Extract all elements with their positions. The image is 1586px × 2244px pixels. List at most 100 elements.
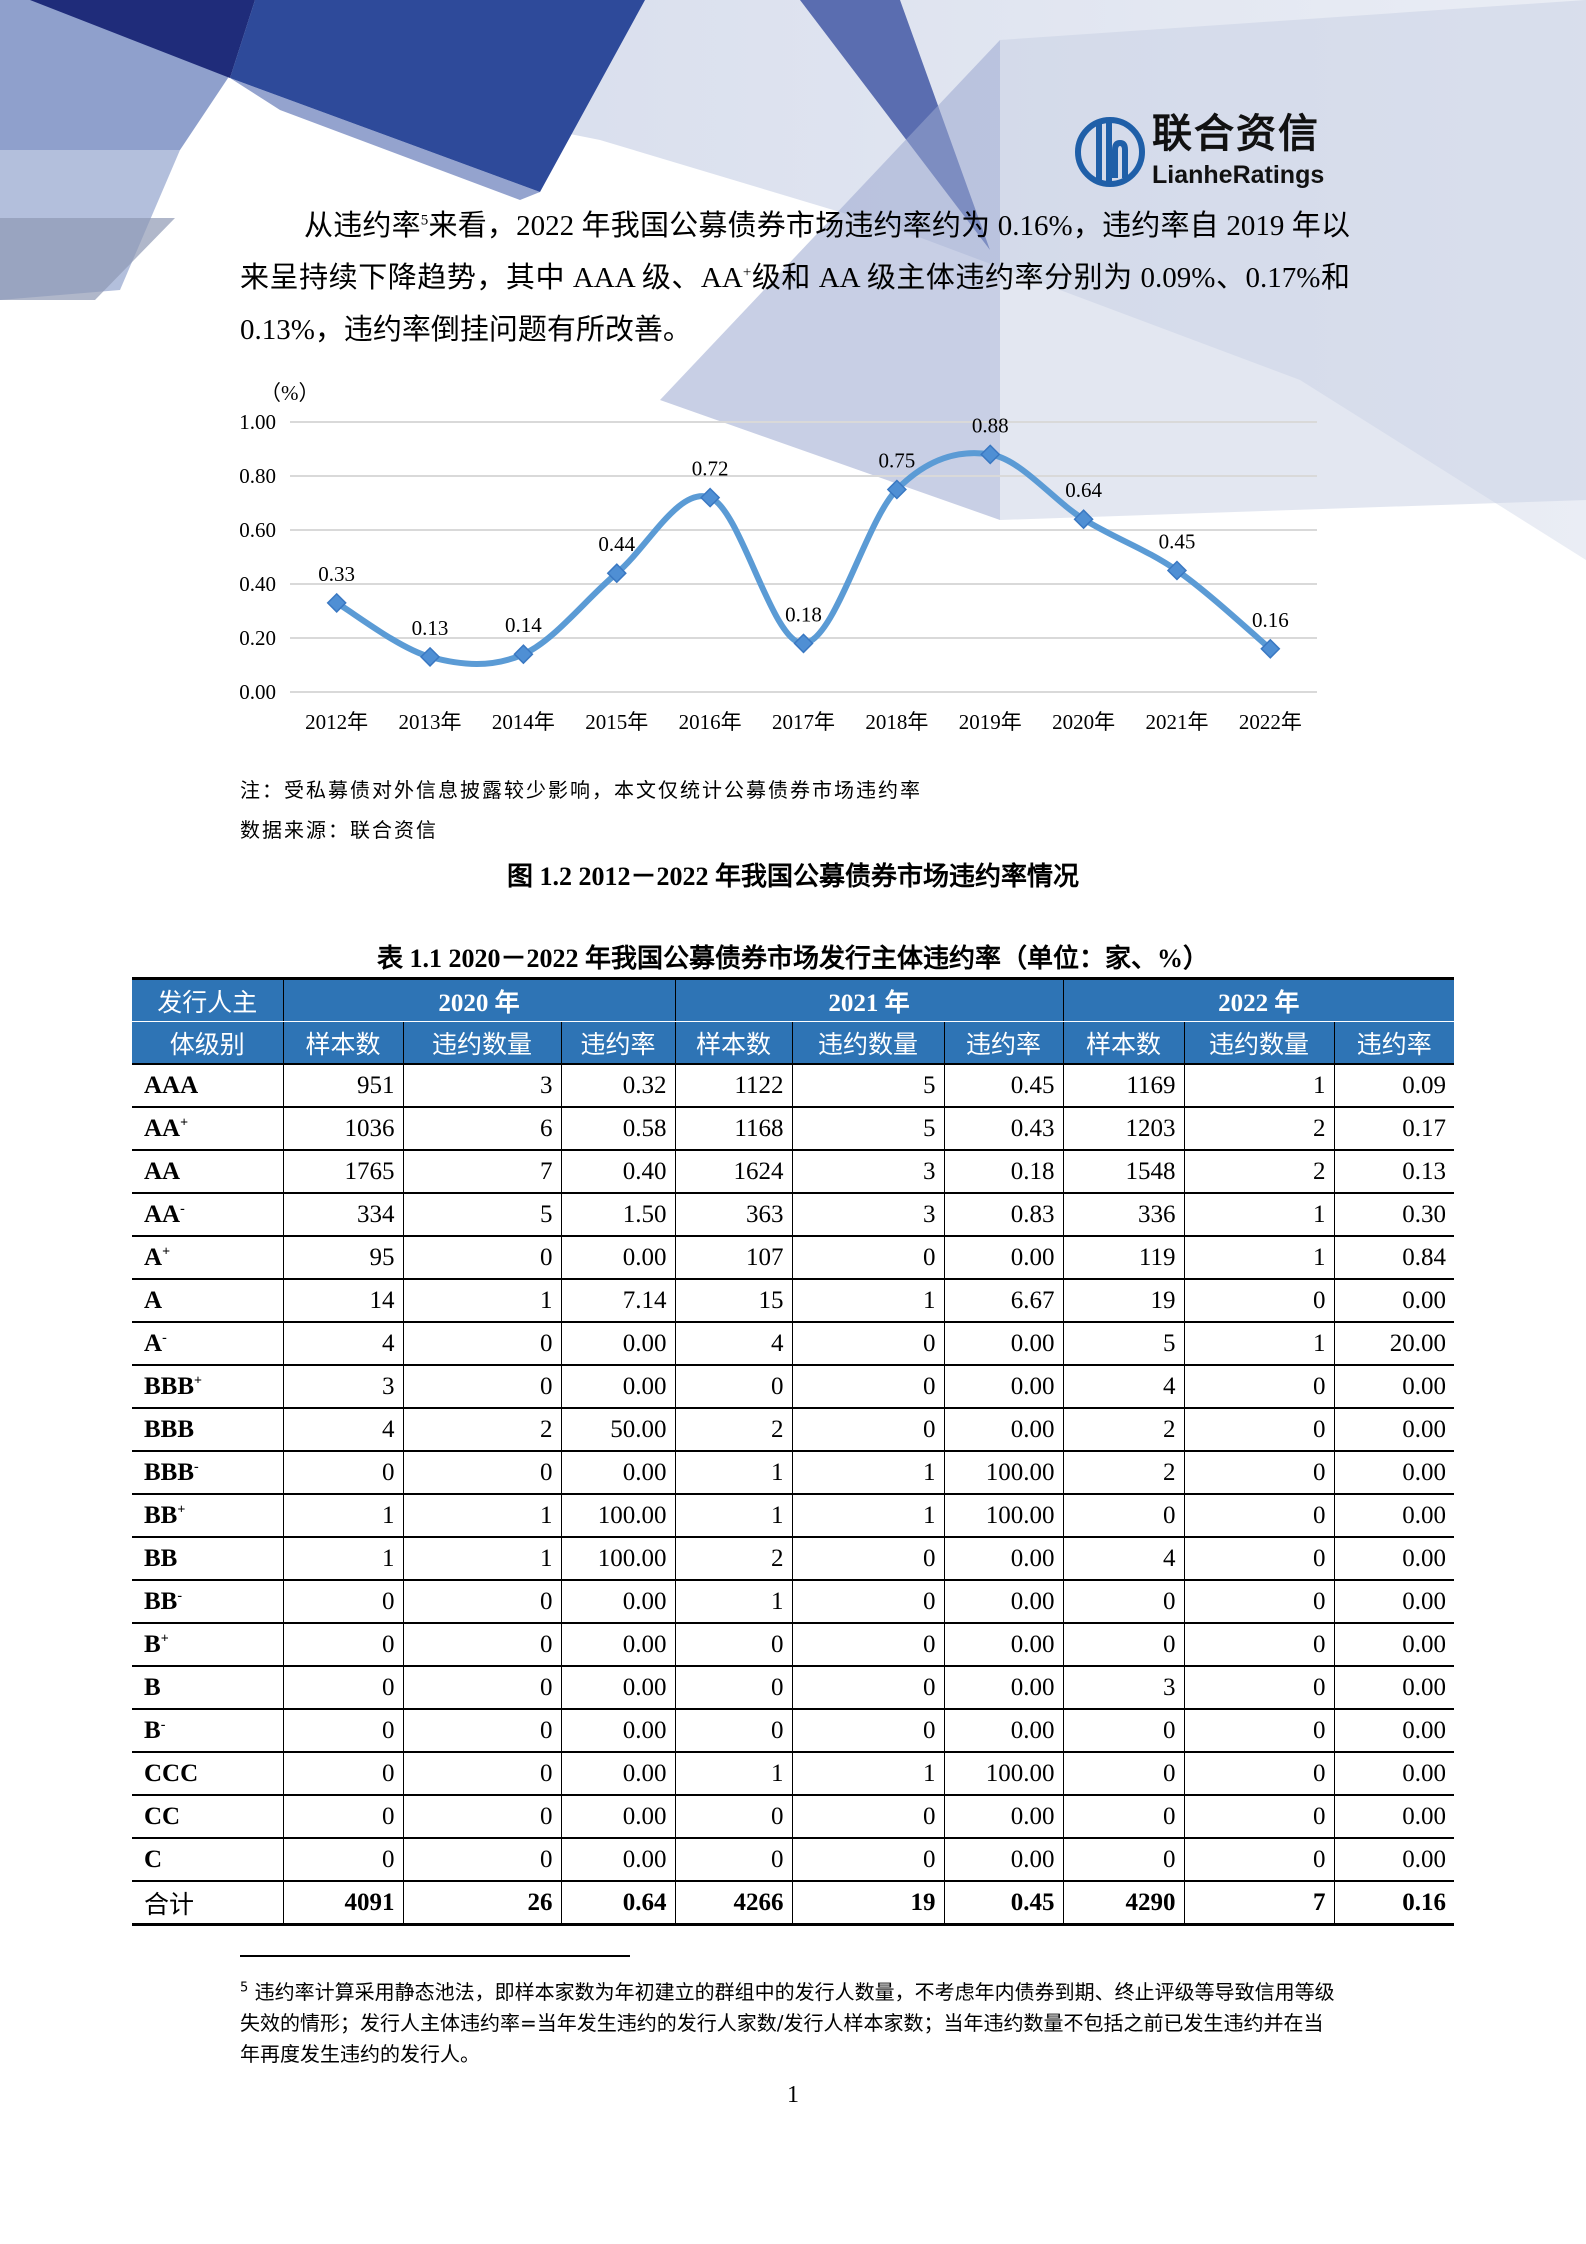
default-rate-cell: 0.00 (560, 1235, 676, 1280)
table-row: AAA 951 3 0.32 1122 5 0.45 1169 1 0.09 (132, 1063, 1454, 1108)
default-count-cell: 0 (791, 1837, 945, 1882)
sample-count-cell: 0 (282, 1579, 404, 1624)
sample-count-cell: 0 (1062, 1493, 1185, 1538)
table-row: C 0 0 0.00 0 0 0.00 0 0 0.00 (132, 1837, 1454, 1882)
rating-grade-label: A (144, 1243, 163, 1271)
default-count-cell: 0 (402, 1450, 562, 1495)
data-label: 0.33 (318, 562, 355, 586)
default-count-cell: 1 (791, 1278, 945, 1323)
table-row: BB+ 1 1 100.00 1 1 100.00 0 0 0.00 (132, 1493, 1454, 1538)
default-rate-cell: 20.00 (1333, 1321, 1454, 1366)
sample-count-cell: 1548 (1062, 1149, 1185, 1194)
diamond-marker-icon (700, 487, 721, 508)
data-label: 0.14 (505, 613, 542, 637)
default-count-cell: 1 (1183, 1192, 1335, 1237)
default-count-cell: 0 (402, 1364, 562, 1409)
rating-modifier: + (162, 1244, 171, 1260)
col-default-rate: 违约率 (560, 1021, 676, 1065)
rating-grade-label: BBB (144, 1372, 195, 1400)
default-count-cell: 0 (791, 1364, 945, 1409)
chart-plot: （%） 0.00 0.20 0.40 0.60 0.80 1.00 2012年 2013年 201… (239, 381, 1317, 734)
default-count-cell: 0 (791, 1235, 945, 1280)
default-rate-cell: 0.00 (560, 1751, 676, 1796)
sample-count-cell: 95 (282, 1235, 404, 1280)
col-default-count: 违约数量 (402, 1021, 562, 1065)
default-count-cell: 3 (791, 1192, 945, 1237)
table-total-row: 合计 4091 26 0.64 4266 19 0.45 4290 7 0.16 (132, 1880, 1454, 1926)
default-rate-cell: 0.00 (1333, 1837, 1454, 1882)
table-row: A+ 95 0 0.00 107 0 0.00 119 1 0.84 (132, 1235, 1454, 1280)
rating-grade: AA+ (132, 1106, 284, 1151)
rating-grade-label: AA (144, 1114, 181, 1142)
default-rate-cell: 50.00 (560, 1407, 676, 1452)
data-label: 0.75 (878, 449, 915, 473)
footnote-ref[interactable]: 5 (420, 212, 429, 229)
default-rate-cell: 0.17 (1333, 1106, 1454, 1151)
default-count-cell: 0 (402, 1321, 562, 1366)
chart-note: 注：受私募债对外信息披露较少影响，本文仅统计公募债券市场违约率 (240, 778, 922, 802)
data-label: 0.45 (1159, 530, 1196, 554)
default-count-cell: 1 (1183, 1063, 1335, 1108)
rating-grade: C (132, 1837, 284, 1882)
default-count-cell: 1 (1183, 1321, 1335, 1366)
default-rate-cell: 0.58 (560, 1106, 676, 1151)
sample-count-cell: 2 (674, 1536, 793, 1581)
logo-english-name: LianheRatings (1152, 161, 1325, 189)
data-label: 0.18 (785, 602, 822, 626)
table-row: BB 1 1 100.00 2 0 0.00 4 0 0.00 (132, 1536, 1454, 1581)
rating-grade-label: BBB (144, 1415, 195, 1443)
diamond-marker-icon (886, 479, 907, 500)
footnote-marker: 5 (240, 1980, 249, 1996)
default-rate-cell: 0.45 (943, 1063, 1064, 1108)
default-count-cell: 19 (791, 1880, 945, 1926)
sample-count-cell: 1 (674, 1493, 793, 1538)
rating-grade: B+ (132, 1622, 284, 1667)
page-number: 1 (787, 2082, 799, 2108)
sample-count-cell: 0 (1062, 1622, 1185, 1667)
sample-count-cell: 334 (282, 1192, 404, 1237)
default-rate-cell: 0.32 (560, 1063, 676, 1108)
default-rate-cell: 0.13 (1333, 1149, 1454, 1194)
rating-grade-label: 合计 (144, 1889, 195, 1919)
sample-count-cell: 4 (674, 1321, 793, 1366)
y-tick-label: 0.40 (239, 572, 276, 596)
data-label: 0.88 (972, 413, 1009, 437)
table-row: A- 4 0 0.00 4 0 0.00 5 1 20.00 (132, 1321, 1454, 1366)
default-count-cell: 0 (1183, 1794, 1335, 1839)
table-row: CCC 0 0 0.00 1 1 100.00 0 0 0.00 (132, 1751, 1454, 1796)
diamond-marker-icon (326, 592, 347, 613)
diamond-marker-icon (606, 563, 627, 584)
sample-count-cell: 0 (282, 1751, 404, 1796)
sample-count-cell: 0 (674, 1837, 793, 1882)
default-rate-cell: 0.18 (943, 1149, 1064, 1194)
table-row: AA 1765 7 0.40 1624 3 0.18 1548 2 0.13 (132, 1149, 1454, 1194)
x-tick-label: 2019年 (959, 710, 1022, 734)
year-header-2021: 2021 年 (674, 977, 1064, 1022)
default-rate-cell: 0.00 (1333, 1579, 1454, 1624)
default-count-cell: 0 (1183, 1407, 1335, 1452)
rating-modifier: + (160, 1631, 169, 1647)
sample-count-cell: 4 (1062, 1536, 1185, 1581)
default-count-cell: 0 (791, 1622, 945, 1667)
sample-count-cell: 0 (282, 1794, 404, 1839)
chart-source: 数据来源：联合资信 (240, 818, 438, 842)
table-row: A 14 1 7.14 15 1 6.67 19 0 0.00 (132, 1278, 1454, 1323)
default-rate-cell: 0.00 (943, 1837, 1064, 1882)
default-rate-cell: 0.00 (560, 1708, 676, 1753)
header-background-graphic (0, 0, 1586, 760)
default-rate-cell: 0.00 (1333, 1536, 1454, 1581)
logo-chinese-name: 联合资信 (1152, 111, 1320, 157)
default-rate-cell: 0.00 (943, 1364, 1064, 1409)
rating-modifier: - (162, 1330, 167, 1346)
sample-count-cell: 1 (674, 1579, 793, 1624)
sample-count-cell: 1 (282, 1493, 404, 1538)
sample-count-cell: 0 (1062, 1794, 1185, 1839)
sample-count-cell: 951 (282, 1063, 404, 1108)
sample-count-cell: 1 (282, 1536, 404, 1581)
data-label: 0.64 (1065, 478, 1102, 502)
col-sample-count: 样本数 (1062, 1021, 1185, 1065)
default-rate-cell: 100.00 (560, 1493, 676, 1538)
default-rate-cell: 0.16 (1333, 1880, 1454, 1926)
default-rate-cell: 0.00 (943, 1235, 1064, 1280)
default-count-cell: 0 (791, 1579, 945, 1624)
